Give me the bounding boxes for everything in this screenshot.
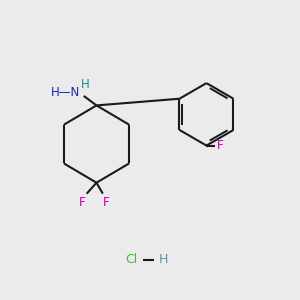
Text: Cl: Cl [125, 254, 137, 266]
Text: F: F [217, 139, 224, 152]
Text: H—N: H—N [51, 86, 80, 99]
Text: F: F [79, 196, 85, 208]
Text: F: F [103, 196, 110, 208]
Text: H: H [159, 254, 168, 266]
Text: H: H [81, 78, 90, 91]
